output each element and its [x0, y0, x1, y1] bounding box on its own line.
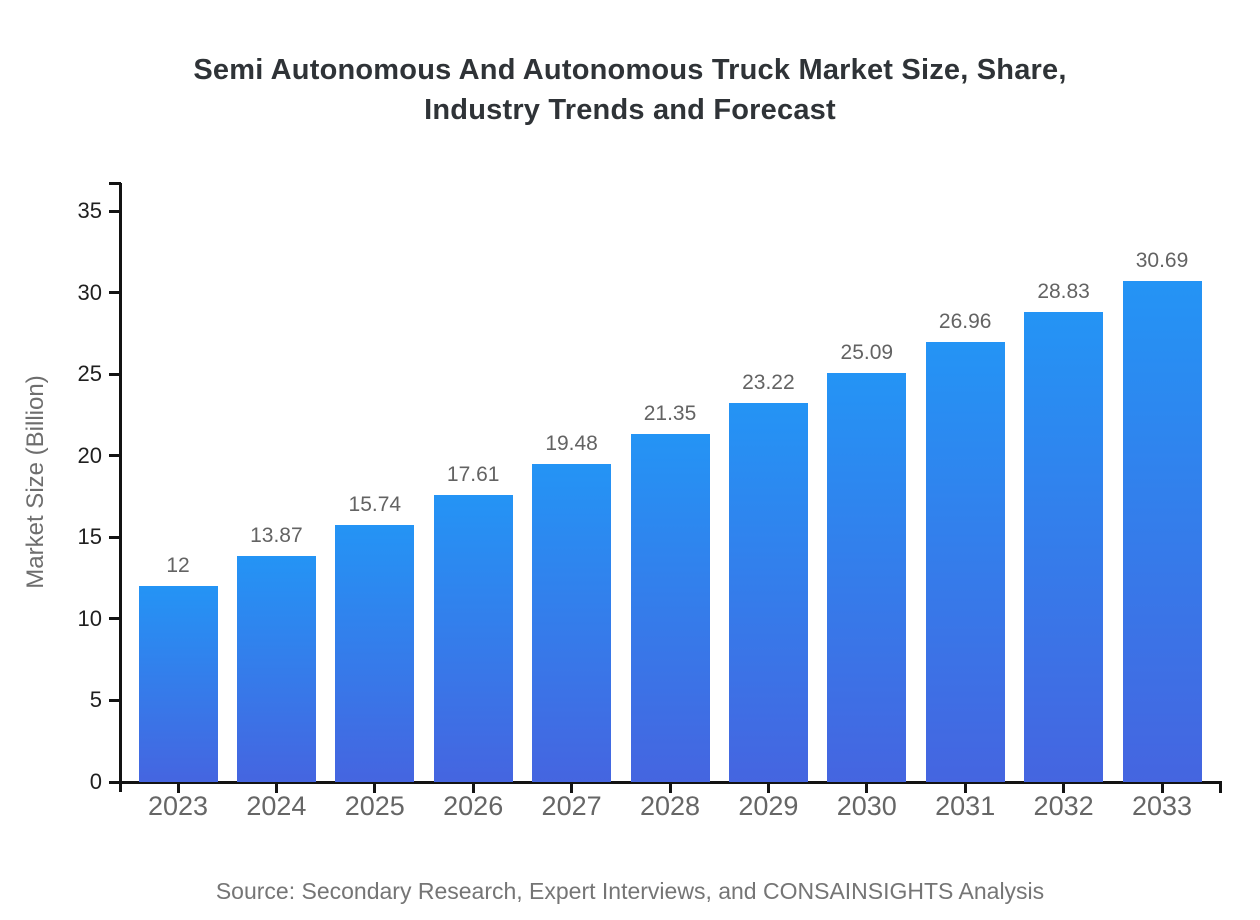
bar — [1024, 311, 1104, 782]
y-tick-label: 0 — [89, 769, 102, 794]
x-tick — [570, 784, 574, 793]
bar — [1122, 281, 1202, 782]
x-tick — [373, 784, 377, 793]
x-tick — [274, 784, 278, 793]
x-tick-label: 2023 — [147, 791, 209, 821]
y-axis-end-cap — [109, 181, 121, 185]
x-tick-label: 2030 — [836, 791, 897, 821]
bar — [630, 433, 710, 782]
bar-value-label: 30.69 — [1135, 249, 1189, 273]
source-note: Source: Secondary Research, Expert Inter… — [215, 878, 1045, 904]
y-tick-label: 25 — [77, 361, 102, 387]
x-tick-label: 2032 — [1033, 791, 1094, 821]
y-tick — [109, 454, 121, 458]
y-tick-label: 5 — [89, 687, 102, 713]
x-tick — [176, 784, 180, 793]
x-tick — [668, 784, 672, 793]
y-tick-label: 10 — [77, 605, 102, 631]
x-tick-label: 2033 — [1131, 791, 1193, 821]
x-tick-label: 2029 — [738, 791, 799, 821]
bar — [728, 403, 808, 782]
y-tick — [109, 209, 121, 213]
x-tick-label: 2026 — [443, 791, 504, 821]
bar — [925, 342, 1005, 782]
y-tick-label: 35 — [77, 198, 102, 224]
x-tick — [1062, 784, 1066, 793]
chart-title-line1: Semi Autonomous And Autonomous Truck Mar… — [193, 54, 1067, 86]
x-tick-label: 2028 — [639, 791, 701, 821]
x-tick — [865, 784, 869, 793]
bar — [335, 525, 415, 782]
bar-value-label: 26.96 — [938, 310, 992, 334]
chart-title-line2: Industry Trends and Forecast — [424, 94, 836, 126]
y-tick — [109, 617, 121, 621]
y-tick-label: 15 — [77, 524, 102, 550]
x-axis-line — [109, 781, 1222, 784]
bar-value-label: 15.74 — [348, 493, 402, 517]
bar-value-label: 23.22 — [742, 371, 795, 395]
bar-value-label: 12 — [166, 554, 190, 578]
bar-value-label: 28.83 — [1037, 279, 1090, 303]
y-tick — [109, 535, 121, 539]
y-tick — [109, 698, 121, 702]
y-tick — [109, 372, 121, 376]
x-tick-label: 2031 — [935, 791, 996, 821]
y-tick-label: 30 — [77, 279, 102, 305]
x-tick — [766, 784, 770, 793]
bar — [433, 494, 513, 782]
y-tick-label: 20 — [77, 442, 102, 468]
x-tick-label: 2024 — [246, 791, 307, 821]
x-tick-label: 2025 — [344, 791, 405, 821]
y-tick — [109, 291, 121, 295]
y-tick — [109, 780, 121, 784]
bar — [827, 372, 907, 782]
y-axis-line — [119, 183, 122, 792]
bar-value-label: 25.09 — [840, 340, 894, 364]
bar — [138, 586, 218, 782]
bar — [532, 464, 612, 782]
bar-value-label: 13.87 — [250, 523, 303, 547]
bar-value-label: 21.35 — [643, 401, 697, 425]
bar — [236, 555, 316, 782]
bar-value-label: 19.48 — [545, 432, 598, 456]
x-tick-label: 2027 — [541, 791, 602, 821]
x-axis-end-cap — [1219, 784, 1222, 793]
y-axis-title: Market Size (Billion) — [22, 375, 49, 589]
bar-value-label: 17.61 — [446, 462, 500, 486]
x-tick — [1160, 784, 1164, 793]
x-tick — [963, 784, 967, 793]
chart-title: Semi Autonomous And Autonomous Truck Mar… — [0, 50, 1260, 134]
x-tick — [471, 784, 475, 793]
